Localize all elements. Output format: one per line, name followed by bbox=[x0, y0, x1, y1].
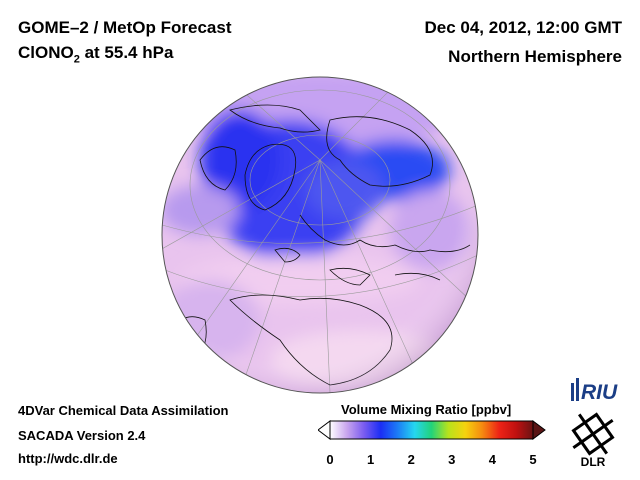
colorbar-min-arrow bbox=[318, 420, 331, 440]
colorbar-tick-5: 5 bbox=[529, 452, 537, 467]
colorbar-gradient bbox=[329, 420, 534, 440]
colorbar-tick-3: 3 bbox=[448, 452, 456, 467]
colorbar-tick-1: 1 bbox=[366, 452, 375, 467]
colorbar-tick-0: 0 bbox=[326, 452, 334, 467]
svg-text:DLR: DLR bbox=[581, 455, 606, 468]
colorbar-tick-2: 2 bbox=[407, 452, 415, 467]
assimilation-label: 4DVar Chemical Data Assimilation bbox=[18, 403, 229, 418]
colorbar-max-arrow bbox=[532, 420, 546, 440]
dlr-logo: DLR bbox=[571, 412, 615, 468]
pressure-level: at 55.4 hPa bbox=[79, 43, 174, 62]
version-label: SACADA Version 2.4 bbox=[18, 428, 146, 443]
globe-outline bbox=[161, 76, 479, 394]
product-title: GOME–2 / MetOp Forecast bbox=[18, 18, 232, 37]
species-level-title: ClONO2 at 55.4 hPa bbox=[18, 43, 173, 65]
species-subscript: 2 bbox=[73, 53, 80, 66]
colorbar-tick-4: 4 bbox=[488, 452, 496, 467]
colorbar bbox=[318, 420, 546, 440]
species-name: ClONO bbox=[18, 43, 74, 62]
svg-text:RIU: RIU bbox=[581, 381, 618, 404]
forecast-date: Dec 04, 2012, 12:00 GMT bbox=[424, 18, 622, 37]
colorbar-title: Volume Mixing Ratio [ppbv] bbox=[341, 402, 512, 417]
hemisphere-label: Northern Hemisphere bbox=[448, 47, 622, 66]
riu-logo: RIU bbox=[571, 378, 618, 404]
website-link[interactable]: http://wdc.dlr.de bbox=[18, 451, 118, 466]
